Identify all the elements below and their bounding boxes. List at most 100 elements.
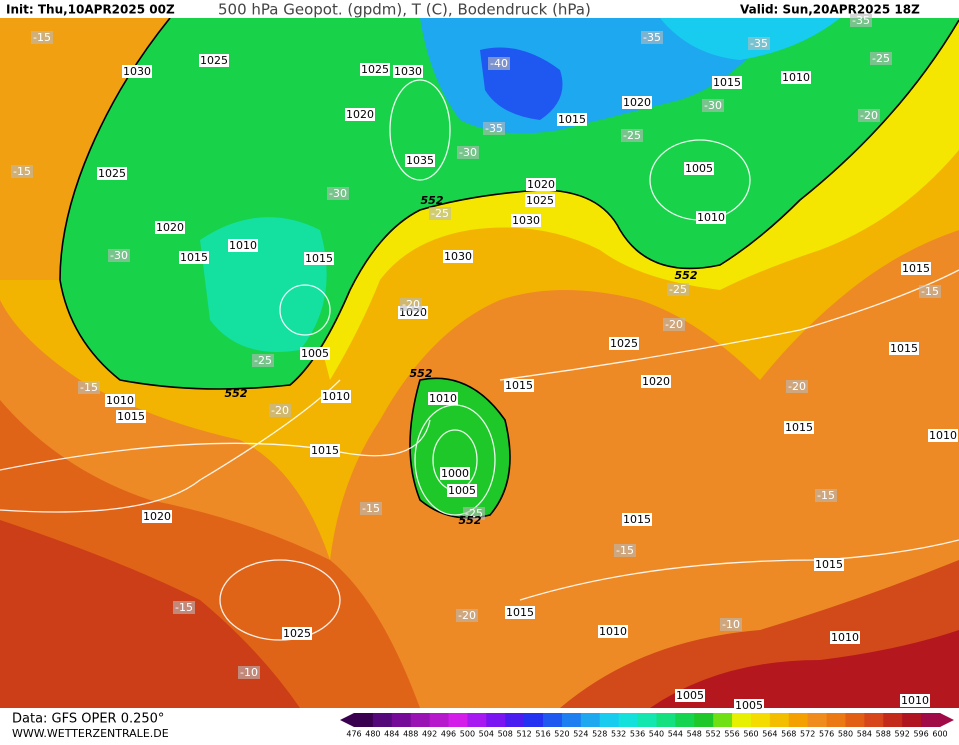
colorbar-arrow [940, 713, 954, 727]
label-box [11, 165, 33, 178]
height-label: 552 [225, 387, 248, 400]
pressure-label: 1030 [444, 250, 472, 263]
label-box [505, 606, 535, 619]
colorbar-label: 560 [743, 730, 758, 739]
pressure-label: 1015 [311, 444, 339, 457]
height-label: 552 [410, 367, 433, 380]
label-box [814, 558, 844, 571]
label-box [525, 194, 555, 207]
pressure-label: 1010 [929, 429, 957, 442]
colorbar-label: 596 [913, 730, 928, 739]
temperature-label: -35 [852, 14, 870, 27]
colorbar-label: 512 [516, 730, 531, 739]
isobar [0, 379, 341, 513]
colorbar-segment [713, 713, 733, 727]
temperature-label: -15 [33, 31, 51, 44]
label-box [712, 76, 742, 89]
label-box [720, 618, 742, 631]
colorbar-segment [732, 713, 752, 727]
label-box [483, 122, 505, 135]
colorbar-label: 528 [592, 730, 607, 739]
pressure-label: 1025 [526, 194, 554, 207]
label-box [457, 146, 479, 159]
label-box [428, 392, 458, 405]
label-box [173, 601, 195, 614]
temperature-label: -25 [431, 207, 449, 220]
label-box [614, 544, 636, 557]
label-box [675, 689, 705, 702]
label-box [622, 513, 652, 526]
header-background [0, 0, 959, 18]
temperature-label: -15 [13, 165, 31, 178]
label-box [97, 167, 127, 180]
label-box [748, 37, 770, 50]
height-label: 552 [421, 194, 444, 207]
pressure-label: 1010 [782, 71, 810, 84]
init-time: Init: Thu,10APR2025 00Z [6, 3, 175, 17]
label-box [142, 510, 172, 523]
label-box [667, 283, 689, 296]
colorbar-segment [807, 713, 828, 727]
label-box [889, 342, 919, 355]
pressure-label: 1020 [156, 221, 184, 234]
colorbar-segment [524, 713, 544, 727]
field-hot [0, 520, 300, 708]
label-box [252, 354, 274, 367]
label-box [405, 154, 435, 167]
colorbar-segment [883, 713, 903, 727]
label-box [663, 318, 685, 331]
temperature-label: -20 [458, 609, 476, 622]
label-box [784, 421, 814, 434]
label-box [300, 347, 330, 360]
pressure-label: 1030 [394, 65, 422, 78]
pressure-label: 1000 [441, 467, 469, 480]
colorbar-segment [921, 713, 941, 727]
temperature-label: -40 [490, 57, 508, 70]
label-box [269, 404, 291, 417]
pressure-label: 1015 [713, 76, 741, 89]
colorbar-label: 536 [630, 730, 645, 739]
colorbar-segment [410, 713, 431, 727]
temperature-label: -10 [240, 666, 258, 679]
temperature-label: -15 [817, 489, 835, 502]
pressure-label: 1015 [623, 513, 651, 526]
colorbar-segment [864, 713, 884, 727]
pressure-label: 1015 [506, 606, 534, 619]
label-box [463, 507, 485, 520]
map-title: 500 hPa Geopot. (gpdm), T (C), Bodendruc… [218, 1, 591, 19]
pressure-label: 1010 [697, 211, 725, 224]
colorbar-label: 508 [498, 730, 513, 739]
data-source: Data: GFS OPER 0.250° [12, 712, 164, 727]
pressure-label: 1030 [512, 214, 540, 227]
pressure-label: 1015 [785, 421, 813, 434]
temperature-label: -20 [402, 298, 420, 311]
colorbar-label: 552 [706, 730, 721, 739]
temperature-label: -20 [271, 404, 289, 417]
colorbar-label: 524 [573, 730, 588, 739]
map-labels: 1030 1025 1025 1030 1020 1035 1025 1020 1010 1015… [11, 14, 958, 712]
colorbar-segment [826, 713, 846, 727]
label-box [702, 99, 724, 112]
label-box [622, 96, 652, 109]
colorbar-segment [788, 713, 809, 727]
temperature-label: -25 [465, 507, 483, 520]
temperature-label: -35 [750, 37, 768, 50]
pressure-label: 1025 [361, 63, 389, 76]
temperature-label: -25 [623, 129, 641, 142]
pressure-label: 1015 [558, 113, 586, 126]
label-box [928, 429, 958, 442]
colorbar-label: 504 [479, 730, 494, 739]
colorbar-label: 568 [781, 730, 796, 739]
label-box [900, 694, 930, 707]
colorbar-segment [769, 713, 790, 727]
colorbar-label: 556 [724, 730, 739, 739]
colorbar-label: 544 [668, 730, 683, 739]
colorbar-segment [448, 713, 468, 727]
colorbar-segment [637, 713, 657, 727]
pressure-label: 1020 [623, 96, 651, 109]
isobar [0, 419, 431, 471]
colorbar-label: 476 [346, 730, 361, 739]
temperature-label: -15 [362, 502, 380, 515]
colorbar-segment [694, 713, 714, 727]
valid-time: Valid: Sun,20APR2025 18Z [740, 3, 920, 17]
